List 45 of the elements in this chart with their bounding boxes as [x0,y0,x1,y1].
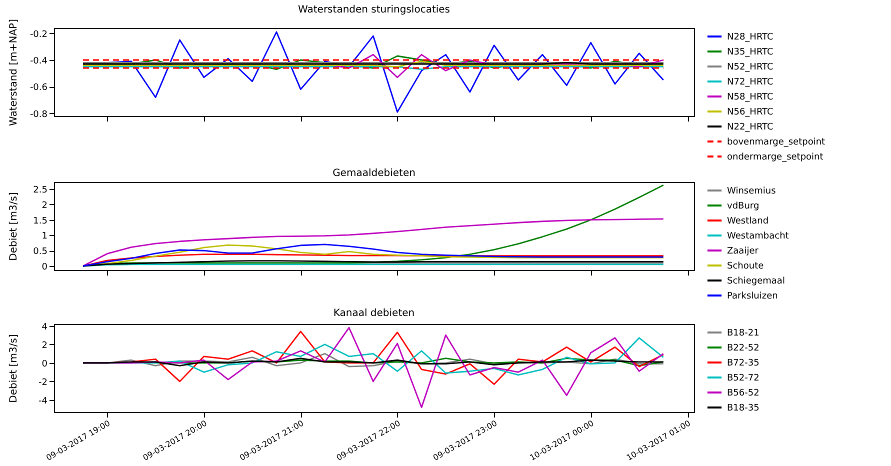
legend-label: B72-35 [727,358,760,368]
legend-label: Parksluizen [727,292,778,302]
legend-label: Zaaijer [727,246,759,256]
y-tick-label: 0 [42,359,48,370]
legend-label: N35_HRTC [727,48,774,58]
y-tick-label: 2 [42,200,48,211]
legend-label: Schiegemaal [727,276,785,286]
legend-label: bovenmarge_setpoint [727,138,826,148]
chart-title: Gemaaldebieten [332,168,416,179]
legend-label: vdBurg [727,202,760,212]
y-tick-label: 1 [42,232,48,242]
legend-label: N72_HRTC [727,78,774,88]
y-axis-title: Waterstand [m+NAP] [8,18,20,126]
legend-label: B52-72 [727,374,760,384]
legend-label: N58_HRTC [727,92,774,102]
chart-title: Waterstanden sturingslocaties [298,4,450,16]
legend-label: B18-35 [727,404,760,414]
legend-label: B18-21 [727,328,760,338]
legend-label: N52_HRTC [727,62,774,72]
y-axis-title: Debiet [m3/s] [8,334,20,403]
legend-label: N22_HRTC [727,122,774,132]
y-tick-label: 4 [42,322,48,332]
y-tick-label: -0.2 [30,30,48,40]
legend-label: Winsemius [727,186,776,196]
y-tick-label: 0.5 [33,247,48,258]
y-tick-label: -4 [38,396,48,406]
legend-label: B56-52 [727,388,760,398]
y-tick-label: 0 [42,262,48,272]
chart-title: Kanaal debieten [333,308,415,319]
legend-label: N28_HRTC [727,32,774,42]
legend-label: Schoute [727,262,764,272]
y-tick-label: -0.4 [30,56,48,66]
y-tick-label: -2 [38,378,48,388]
line-series [82,218,664,267]
y-tick-label: 2.5 [33,186,48,196]
y-tick-label: 1.5 [33,216,48,226]
legend-label: B22-52 [727,344,760,354]
legend-label: Westland [727,216,769,226]
legend-label: N56_HRTC [727,108,774,118]
y-tick-label: -0.6 [30,83,48,94]
legend-label: ondermarge_setpoint [727,152,824,162]
y-tick-label: -0.8 [30,110,48,120]
y-tick-label: 2 [42,340,48,351]
legend-label: Westambacht [727,232,790,242]
y-axis-title: Debiet [m3/s] [8,192,20,261]
